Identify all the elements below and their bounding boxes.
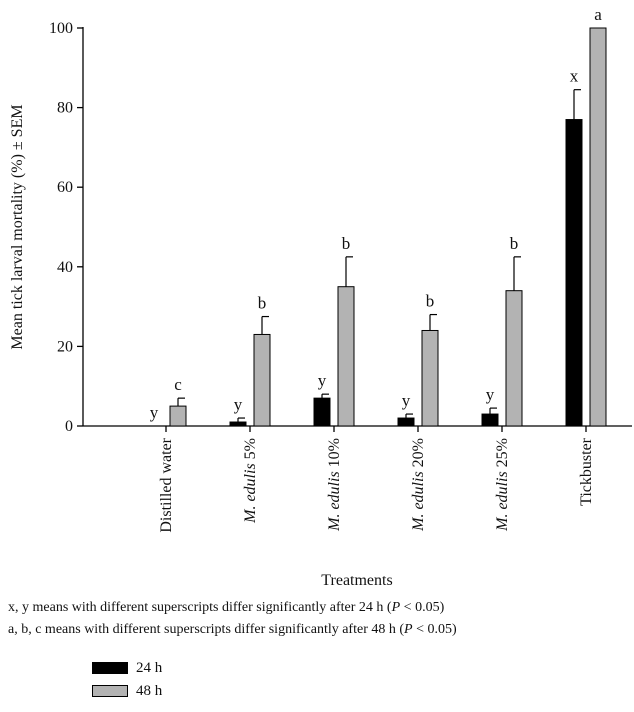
bar-48h: [253, 333, 271, 427]
x-axis-label: Treatments: [321, 572, 392, 589]
footnote-24h-text: x, y means with different superscripts d…: [8, 600, 392, 615]
significance-letter: y: [486, 385, 495, 404]
x-tick-label-text: 25%: [494, 438, 511, 471]
legend-item-48h: 48 h: [92, 682, 162, 700]
significance-letter: x: [570, 67, 579, 86]
x-tick-label-italic: M. edulis: [242, 463, 259, 524]
x-tick-label-text: Distilled water: [158, 437, 175, 532]
footnote-48h: a, b, c means with different superscript…: [8, 622, 457, 638]
x-tick-label: M. edulis 20%: [410, 438, 427, 532]
y-tick-label: 40: [57, 259, 73, 276]
footnote-24h-threshold: < 0.05): [400, 600, 445, 615]
y-axis-label: Mean tick larval mortality (%) ± SEM: [9, 104, 26, 349]
legend-label-48h: 48 h: [136, 682, 163, 699]
significance-letter: y: [234, 395, 243, 414]
x-tick-label: M. edulis 10%: [326, 438, 343, 532]
y-tick-label: 60: [57, 179, 73, 196]
bar-48h: [589, 27, 607, 427]
bar-48h: [169, 405, 187, 427]
x-tick-label: Distilled water: [158, 437, 175, 532]
x-axis: [83, 425, 632, 432]
y-tick-label: 80: [57, 100, 73, 117]
x-tick-label-italic: M. edulis: [494, 471, 511, 532]
x-tick-label: M. edulis 5%: [242, 438, 259, 524]
significance-letter: b: [342, 234, 351, 253]
bar-24h: [565, 119, 583, 427]
y-tick-label: 20: [57, 338, 73, 355]
footnote-24h-p: P: [391, 600, 401, 615]
legend-swatch-48h: [92, 685, 128, 697]
significance-letter: c: [174, 375, 182, 394]
y-axis: 0 20 40 60 80 100: [49, 20, 84, 435]
y-tick-label: 0: [65, 418, 73, 435]
bar-48h: [337, 286, 355, 427]
bar-48h: [421, 329, 439, 427]
significance-letters: y y y y y x c b b b b a: [150, 5, 602, 422]
x-tick-label-text: Tickbuster: [578, 437, 595, 506]
x-tick-label-italic: M. edulis: [326, 471, 343, 532]
significance-letter: a: [594, 5, 602, 24]
significance-letter: y: [402, 391, 411, 410]
error-bars: [177, 89, 581, 423]
x-tick-label-text: 10%: [326, 438, 343, 471]
footnote-48h-text: a, b, c means with different superscript…: [8, 622, 405, 637]
x-tick-label-text: 20%: [410, 438, 427, 471]
bars: [169, 27, 607, 427]
footnote-24h: x, y means with different superscripts d…: [8, 600, 444, 616]
legend-item-24h: 24 h: [92, 659, 162, 677]
x-tick-label: M. edulis 25%: [494, 438, 511, 532]
legend-swatch-24h: [92, 662, 128, 674]
significance-letter: b: [510, 234, 519, 253]
x-tick-label-text: 5%: [242, 438, 259, 463]
bar-24h: [229, 421, 247, 427]
significance-letter: y: [318, 371, 327, 390]
significance-letter: b: [426, 292, 435, 311]
bar-24h: [313, 397, 331, 427]
footnote-48h-threshold: < 0.05): [412, 622, 457, 637]
significance-letter: y: [150, 403, 159, 422]
footnote-48h-p: P: [404, 622, 413, 637]
legend-label-24h: 24 h: [136, 659, 163, 676]
x-tick-label: Tickbuster: [578, 437, 595, 506]
x-tick-label-italic: M. edulis: [410, 471, 427, 532]
bar-24h: [397, 417, 415, 427]
bar-48h: [505, 290, 523, 427]
bar-24h: [481, 413, 499, 427]
significance-letter: b: [258, 294, 267, 313]
y-tick-label: 100: [49, 20, 73, 37]
x-tick-labels: Distilled water M. edulis 5%M. edulis 10%…: [158, 437, 595, 532]
